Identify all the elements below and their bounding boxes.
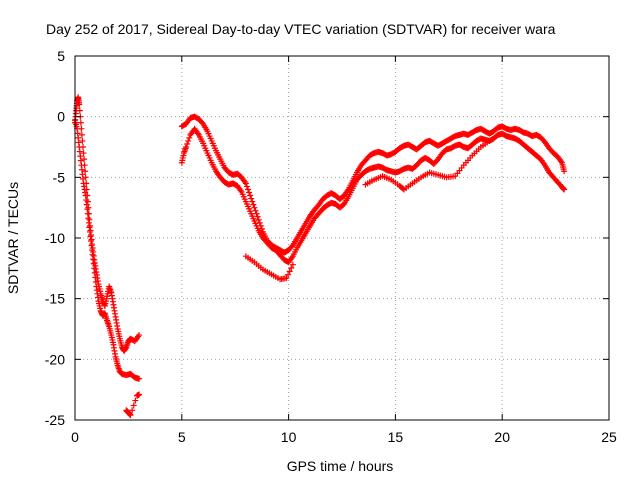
data-point	[288, 265, 295, 272]
data-point	[81, 156, 88, 163]
data-point	[399, 185, 406, 192]
data-point	[127, 412, 134, 419]
data-point	[248, 195, 255, 202]
data-point	[256, 219, 263, 226]
data-point	[76, 107, 83, 114]
chart-title: Day 252 of 2017, Sidereal Day-to-day VTE…	[46, 21, 556, 37]
series-arc-1-outliers	[123, 391, 143, 419]
data-point	[132, 397, 139, 404]
series-arc-2-secondary	[242, 137, 493, 283]
data-point	[78, 131, 85, 138]
x-axis-label: GPS time / hours	[287, 458, 394, 474]
data-point	[136, 391, 143, 398]
data-point	[253, 210, 260, 217]
data-point	[289, 261, 296, 268]
data-point	[249, 198, 256, 205]
data-point	[252, 207, 259, 214]
data-point	[251, 204, 258, 211]
x-tick-label: 20	[494, 429, 510, 445]
y-axis-label: SDTVAR / TECUs	[5, 182, 21, 294]
y-tick-label: 0	[57, 109, 65, 125]
data-point	[82, 168, 89, 175]
data-point	[184, 140, 191, 147]
data-point	[185, 137, 192, 144]
data-point	[286, 268, 293, 275]
data-point	[186, 134, 193, 141]
data-point	[199, 119, 206, 126]
data-point	[254, 213, 261, 220]
data-point	[258, 225, 265, 232]
data-point	[136, 332, 143, 339]
data-point	[136, 375, 143, 382]
data-point	[79, 137, 86, 144]
data-point	[486, 137, 493, 144]
data-point	[561, 168, 568, 175]
y-tick-label: -10	[45, 230, 65, 246]
x-tick-label: 5	[178, 429, 186, 445]
y-tick-label: -15	[45, 291, 65, 307]
y-tick-label: -5	[53, 169, 66, 185]
y-tick-label: -20	[45, 351, 65, 367]
x-tick-label: 10	[281, 429, 297, 445]
data-layer	[72, 94, 568, 419]
series-arc-2-lower	[178, 125, 568, 266]
x-tick-label: 0	[71, 429, 79, 445]
data-point	[245, 186, 252, 193]
data-point	[130, 402, 137, 409]
data-point	[243, 183, 250, 190]
y-tick-label: 5	[57, 48, 65, 64]
data-point	[76, 101, 83, 108]
data-point	[283, 275, 290, 282]
data-point	[242, 180, 249, 187]
data-point	[129, 407, 136, 414]
data-point	[288, 243, 295, 250]
data-point	[77, 119, 84, 126]
data-point	[247, 192, 254, 199]
data-point	[183, 144, 190, 150]
data-point	[561, 186, 568, 193]
grid-layer	[75, 56, 609, 420]
y-tick-label: -25	[45, 412, 65, 428]
data-point	[80, 150, 87, 157]
data-point	[250, 201, 257, 208]
x-tick-label: 15	[388, 429, 404, 445]
axis-layer: 0 5 10 15 20 25 5 0 -5 -10 -15 -20 -25	[45, 48, 617, 445]
data-point	[285, 271, 292, 278]
data-point	[255, 216, 262, 223]
data-point	[246, 189, 253, 196]
x-tick-label: 25	[601, 429, 617, 445]
